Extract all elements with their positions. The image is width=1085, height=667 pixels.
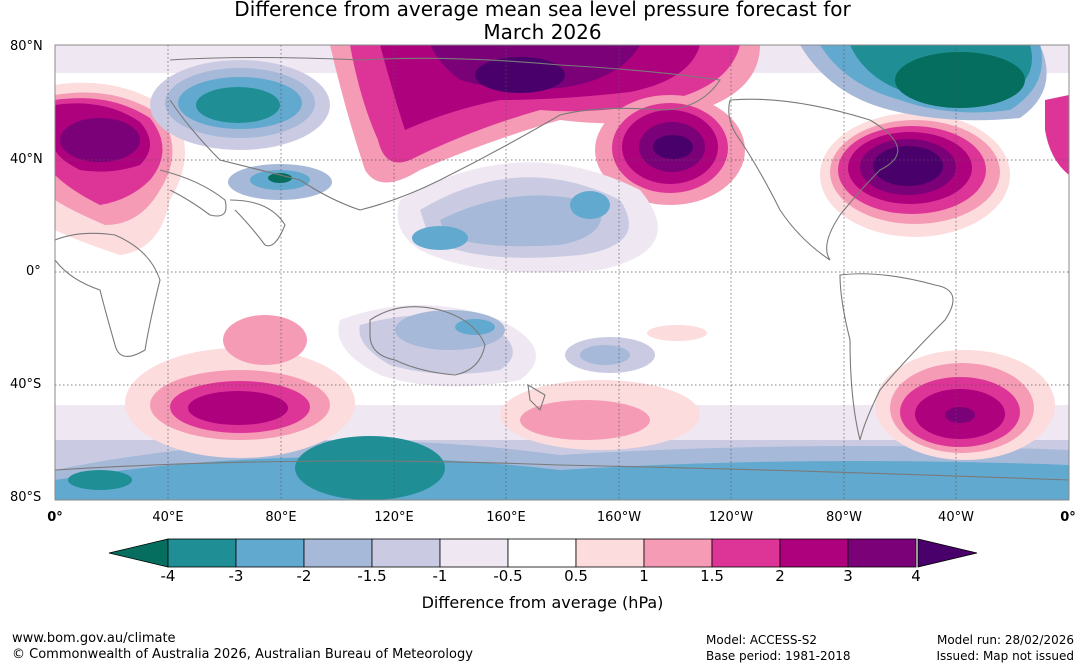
colorbar-segment [575,538,645,568]
colorbar-tick-label: -4 [160,567,176,585]
colorbar-segments [167,538,917,568]
map-title: Difference from average mean sea level p… [140,0,945,44]
colorbar-tick-label: -2 [296,567,312,585]
colorbar-tick-label: 4 [911,567,921,585]
colorbar-label: Difference from average (hPa) [421,593,664,612]
madagascar-high-15 [223,315,307,365]
north-pacific-high-4 [653,135,693,159]
antarctica-outline [55,460,1069,481]
colorbar-tick-label: 2 [775,567,785,585]
lon-label-120w: 120°W [708,510,754,525]
west-pacific-low-2 [412,226,468,250]
lon-label-0-right: 0° [1060,510,1076,525]
colorbar-tick-label: 1.5 [700,567,724,585]
coastlines [55,56,1069,481]
south-america-outline [839,273,954,441]
central-asia-low-3 [196,87,280,123]
title-line-2: March 2026 [483,20,602,44]
greenland-low-4 [895,52,1025,108]
colorbar-tick-label: 0.5 [564,567,588,585]
colorbar-segment [711,538,781,568]
europe-high-wrap [1045,95,1069,175]
lon-label-160e: 160°E [486,510,526,525]
lat-label-80s: 80°S [10,490,42,505]
west-pacific-low-15 [440,195,602,247]
arabia-outline [159,169,227,217]
gridlines [55,45,1069,500]
north-america-outline [728,98,899,261]
siberia-high-4 [475,57,565,93]
colorbar-max-arrow [917,538,978,568]
footer-model: Model: ACCESS-S2 [706,633,818,647]
colorbar-tick-label: -0.5 [493,567,523,585]
africa-outline [55,232,161,357]
new-zealand-outline [527,383,546,412]
tibet-low-4 [268,173,292,183]
title-line-1: Difference from average mean sea level p… [234,0,851,21]
lon-label-120e: 120°E [374,510,414,525]
lon-label-40w: 40°W [938,510,974,525]
eurasia-outline [169,56,721,211]
europe-high-35 [60,118,140,162]
colorbar-tick-label: 1 [639,567,649,585]
australia-low-2 [455,319,495,335]
lat-label-40n: 40°N [10,152,43,167]
indian-ocean-high-3 [188,391,288,425]
australia-outline [369,306,486,376]
central-pacific-high-1 [647,325,707,341]
colorbar-tick-label: 3 [843,567,853,585]
footer-copyright: © Commonwealth of Australia 2026, Austra… [12,647,473,662]
colorbar-segment [167,538,237,568]
footer-model-run: Model run: 28/02/2026 [936,633,1074,647]
footer-website: www.bom.gov.au/climate [12,631,176,646]
lat-label-80n: 80°N [10,39,43,54]
lon-label-0-left: 0° [47,510,63,525]
lat-label-40s: 40°S [10,377,42,392]
footer-issued: Issued: Map not issued [936,649,1074,663]
anomaly-fields [55,45,1069,500]
antarctic-low-3 [295,436,445,500]
lon-label-80e: 80°E [265,510,297,525]
colorbar-segment [371,538,441,568]
colorbar-segment [235,538,305,568]
colorbar-segment [847,538,917,568]
colorbar-segment [439,538,509,568]
south-pacific-high-15 [520,400,650,440]
atlantic-high-4 [873,146,943,186]
colorbar-tick-label: -1.5 [357,567,387,585]
colorbar-segment [303,538,373,568]
colorbar-segment [643,538,713,568]
lat-label-equator: 0° [26,264,41,279]
map-border [54,44,1070,501]
colorbar [108,538,978,568]
tasman-low-15 [580,345,630,365]
lon-label-80w: 80°W [826,510,862,525]
india-outline [229,199,286,247]
lon-label-40e: 40°E [152,510,184,525]
colorbar-tick-label: -1 [432,567,448,585]
footer-base-period: Base period: 1981-2018 [706,649,851,663]
lon-label-160w: 160°W [596,510,642,525]
antarctic-low-small [68,470,132,490]
north-pacific-low-2 [570,191,610,219]
colorbar-segment [779,538,849,568]
colorbar-segment [507,538,577,568]
south-atlantic-high-35 [945,407,975,423]
colorbar-tick-label: -3 [228,567,244,585]
colorbar-min-arrow [108,538,169,568]
